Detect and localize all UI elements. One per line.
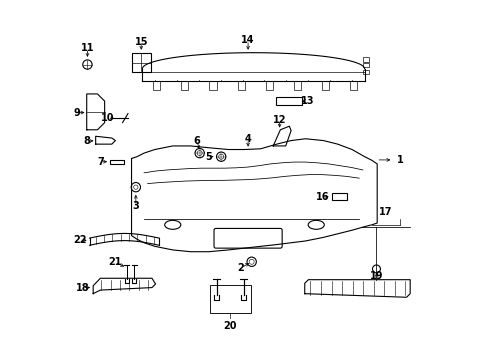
Text: 15: 15 (134, 37, 148, 47)
FancyBboxPatch shape (214, 228, 282, 248)
Text: 20: 20 (223, 321, 236, 331)
Bar (322, 81, 328, 90)
Text: 10: 10 (101, 113, 114, 123)
Text: 17: 17 (379, 207, 392, 217)
Bar (362, 57, 368, 62)
Text: 7: 7 (97, 157, 103, 167)
Bar (210, 285, 250, 313)
Circle shape (218, 154, 223, 159)
Bar (237, 81, 244, 90)
Text: 5: 5 (205, 152, 212, 162)
Bar (293, 81, 301, 90)
Circle shape (216, 152, 225, 161)
Bar (349, 81, 357, 90)
Bar (110, 159, 124, 164)
Text: 9: 9 (74, 108, 80, 118)
Bar (362, 70, 368, 74)
Text: 2: 2 (237, 263, 244, 273)
Circle shape (246, 257, 256, 266)
Text: 4: 4 (244, 134, 251, 144)
Text: 14: 14 (241, 35, 254, 45)
Text: 3: 3 (132, 201, 139, 211)
Bar (276, 97, 301, 105)
Bar (331, 193, 346, 201)
Text: 11: 11 (81, 43, 94, 53)
Circle shape (82, 60, 92, 69)
Text: 1: 1 (396, 155, 403, 165)
Text: 18: 18 (76, 283, 89, 293)
Circle shape (131, 183, 140, 192)
Circle shape (133, 185, 138, 189)
Circle shape (195, 148, 204, 158)
Bar (209, 81, 216, 90)
Ellipse shape (307, 220, 324, 229)
Bar (181, 81, 188, 90)
Circle shape (249, 259, 254, 264)
Bar (362, 63, 368, 67)
Bar (153, 81, 160, 90)
Text: 12: 12 (272, 115, 286, 125)
Text: 8: 8 (83, 136, 90, 146)
Circle shape (197, 150, 202, 156)
Text: 19: 19 (369, 271, 383, 281)
Bar (265, 81, 272, 90)
Ellipse shape (164, 220, 181, 229)
Circle shape (372, 265, 380, 273)
Text: 21: 21 (108, 257, 121, 267)
Text: 22: 22 (73, 235, 86, 245)
Text: 16: 16 (315, 192, 329, 202)
Text: 13: 13 (300, 96, 313, 106)
Bar (131, 53, 151, 72)
Text: 6: 6 (193, 136, 200, 145)
